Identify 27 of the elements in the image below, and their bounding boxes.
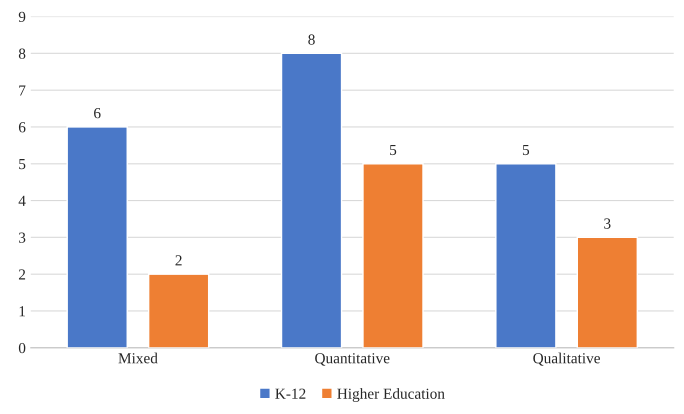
bar (495, 163, 557, 348)
y-tick-label: 7 (19, 85, 26, 96)
data-label: 2 (176, 255, 182, 266)
y-tick-label: 4 (18, 196, 26, 206)
y-tick-label: 2 (18, 269, 26, 280)
data-label: 3 (604, 218, 611, 229)
bar (280, 52, 342, 348)
y-tick-label: 8 (18, 48, 26, 59)
legend-label: K-12 (275, 388, 306, 399)
y-tick-label: 0 (18, 342, 26, 354)
legend-label: Higher Education (337, 388, 445, 402)
bar (362, 163, 424, 348)
y-tick-label: 6 (18, 122, 26, 132)
y-tick-label: 3 (19, 232, 26, 243)
data-label: 5 (390, 144, 396, 156)
bar (576, 236, 638, 348)
data-label: 5 (522, 144, 530, 156)
data-label: 6 (94, 108, 101, 118)
x-tick-label: Mixed (118, 352, 158, 364)
y-tick-label: 1 (20, 306, 25, 316)
bar (148, 273, 210, 348)
y-tick-label: 5 (19, 159, 26, 170)
data-label: 8 (308, 34, 315, 45)
x-tick-label: Qualitative (533, 352, 600, 366)
bar (66, 126, 128, 348)
y-tick-label: 9 (18, 12, 26, 22)
x-tick-label: Quantitative (315, 353, 390, 366)
